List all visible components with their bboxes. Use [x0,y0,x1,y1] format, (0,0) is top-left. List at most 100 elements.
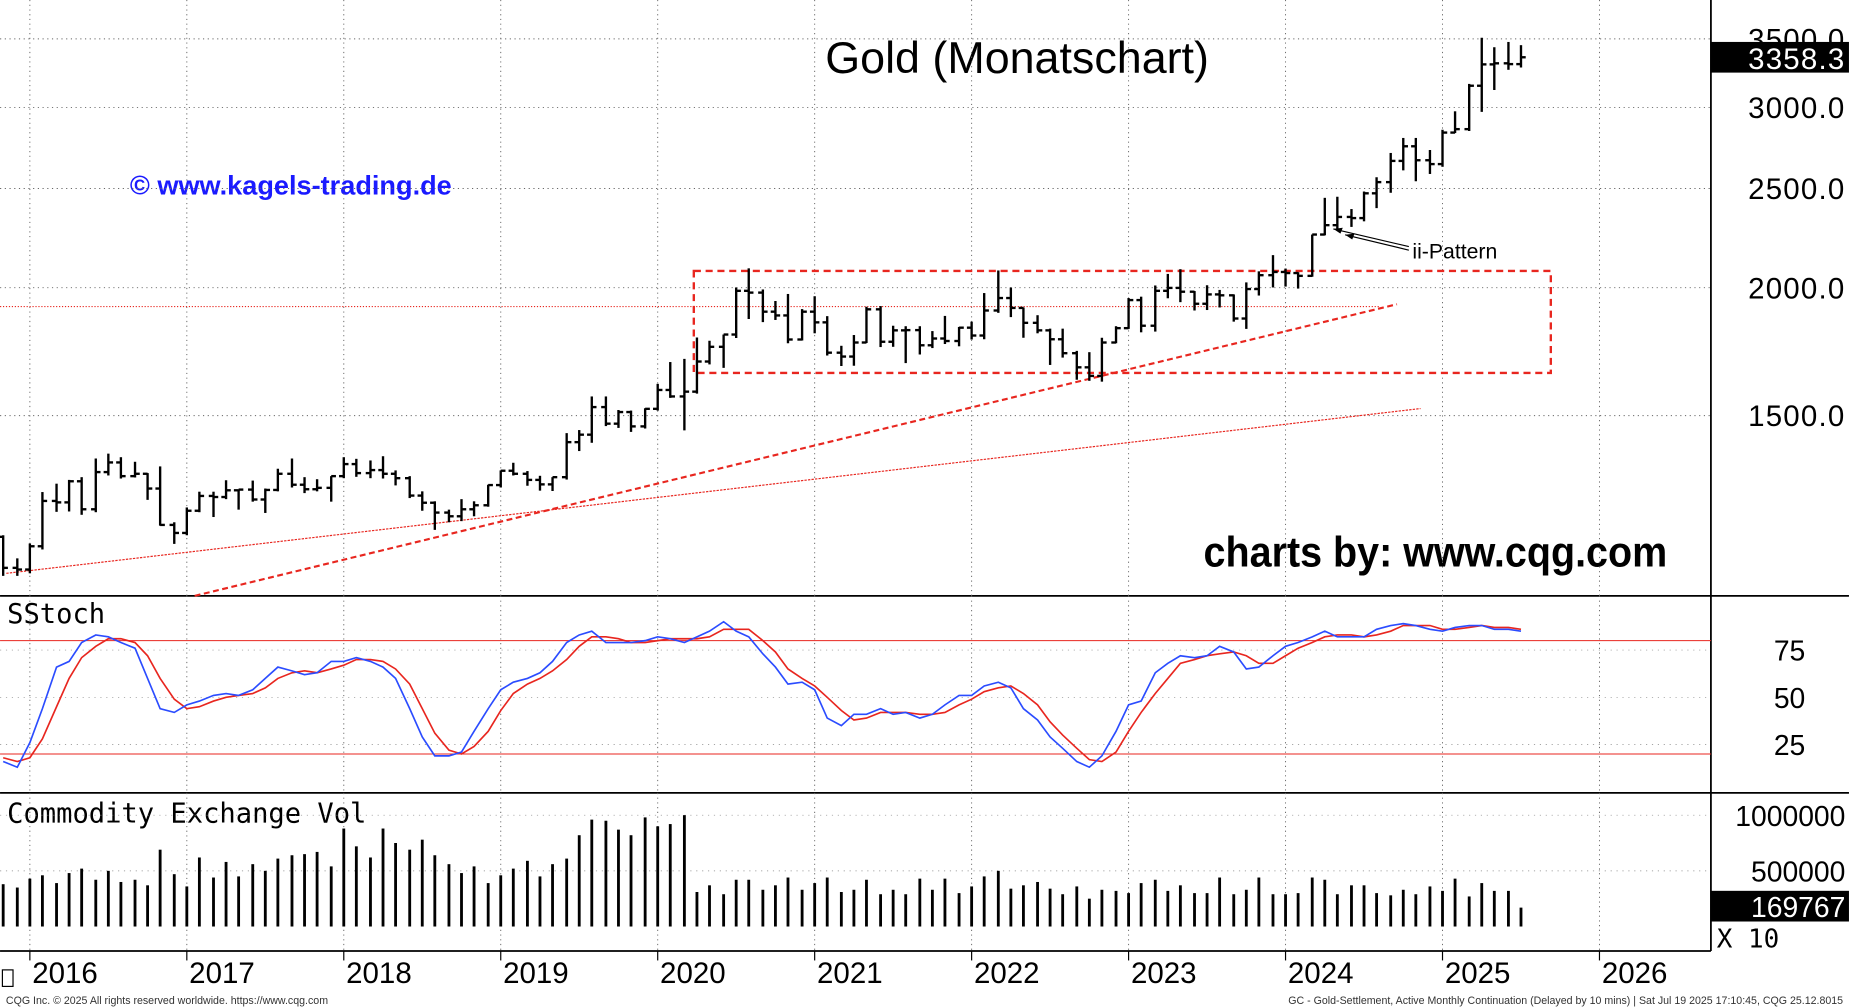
volume-bar [629,835,633,927]
footer-left: CQG Inc. © 2025 All rights reserved worl… [6,995,328,1007]
trend-line [6,407,1421,574]
volume-bar [774,885,777,927]
volume-bar [1284,894,1287,927]
y-tick-label: 75 [1774,635,1805,667]
volume-bar [565,858,569,927]
volume-bar [786,877,790,927]
last-volume-label: 169767 [1751,891,1845,923]
stoch-line [2,620,1522,769]
volume-bar [1009,888,1013,927]
volume-bar [55,883,58,927]
volume-bar [251,864,255,927]
y-tick-label: 2500.0 [1748,173,1845,206]
volume-bar [879,894,883,927]
volume-bar [943,878,947,927]
volume-bar [982,876,986,927]
volume-bar [263,870,267,927]
x-tick-label: 2019 [503,957,569,990]
volume-bar [303,854,306,927]
volume-bar [197,857,201,927]
volume-bar [224,861,228,927]
volume-bar [1139,883,1143,927]
volume-bar [1375,893,1379,927]
volume-bar [499,875,503,927]
volume-bar [1507,890,1510,927]
volume-bar [1257,877,1261,927]
volume-bar [290,855,294,927]
volume-bar [1036,881,1039,927]
volume-bar [212,877,215,927]
y-tick-label: 2000.0 [1748,272,1845,305]
volume-bar [996,870,1000,927]
volume-bar [1492,890,1496,927]
volume-bar [1218,877,1222,927]
volume-bar [761,889,765,927]
footer-right: GC - Gold-Settlement, Active Monthly Con… [1288,995,1843,1007]
y-tick-label: 25 [1774,729,1805,761]
volume-bar [460,873,463,927]
volume-bar [643,817,647,927]
chart-title: Gold (Monatschart) [825,32,1209,83]
x-tick-label: 2026 [1602,957,1668,990]
y-tick-label: 3000.0 [1748,92,1845,125]
volume-bar [617,829,620,927]
volume-bar [1244,889,1248,927]
volume-bar [1453,878,1457,927]
volume-bar [369,857,372,927]
volume-bar [1480,883,1484,927]
volume-bar [511,868,515,927]
volume-bar [1153,879,1157,927]
volume-bar [408,849,412,927]
volume-bar [172,874,176,927]
scale-label: X 10 [1717,924,1779,954]
volume-bar [1519,907,1523,927]
volume-bar [904,894,908,927]
volume-bar [67,873,71,927]
x-tick-label: 2021 [817,957,883,990]
volume-bar [394,843,397,927]
volume-bar [1232,894,1236,927]
volume-bar [604,820,608,927]
annotation-arrow [1333,228,1409,248]
x-tick-label: 2025 [1445,957,1511,990]
volume-bar [354,846,358,927]
volume-bar [852,889,856,927]
volume-bar [80,868,84,927]
volume-bar [276,858,280,927]
annotation: ii-Pattern [1412,240,1497,263]
y-tick-label: 50 [1774,682,1805,714]
volume-bar [1401,889,1405,927]
volume-bar [15,887,19,927]
range-box [692,269,1552,375]
x-tick-label: 2024 [1288,957,1354,990]
volume-bar [695,891,699,927]
volume-bar [1,884,5,927]
volume-bar [119,881,123,927]
volume-bar [1178,885,1182,927]
corner-box [1,969,14,987]
volume-bar [381,828,385,927]
volume-bar [94,879,98,927]
volume-bar [1048,888,1052,927]
volume-bar [825,877,829,927]
volume-bar [551,864,554,927]
volume-bar [1362,885,1366,927]
volume-bar [472,866,476,927]
volume-bar [486,883,490,927]
volume-bar [668,824,672,927]
x-tick-label: 2022 [974,957,1040,990]
volume-bar [865,879,868,927]
volume-bar [1087,898,1091,927]
volume-bar [526,860,529,927]
volume-bar [1323,879,1327,927]
volume-bar [918,878,922,927]
volume-bar [930,889,934,927]
volume-bar [1310,877,1314,927]
last-price-box [1710,41,1849,73]
volume-bar [970,886,974,927]
volume-bar [1389,895,1393,927]
panel-title: SStoch [7,599,105,630]
x-tick-label: 2016 [32,957,98,990]
volume-bar [891,889,895,927]
